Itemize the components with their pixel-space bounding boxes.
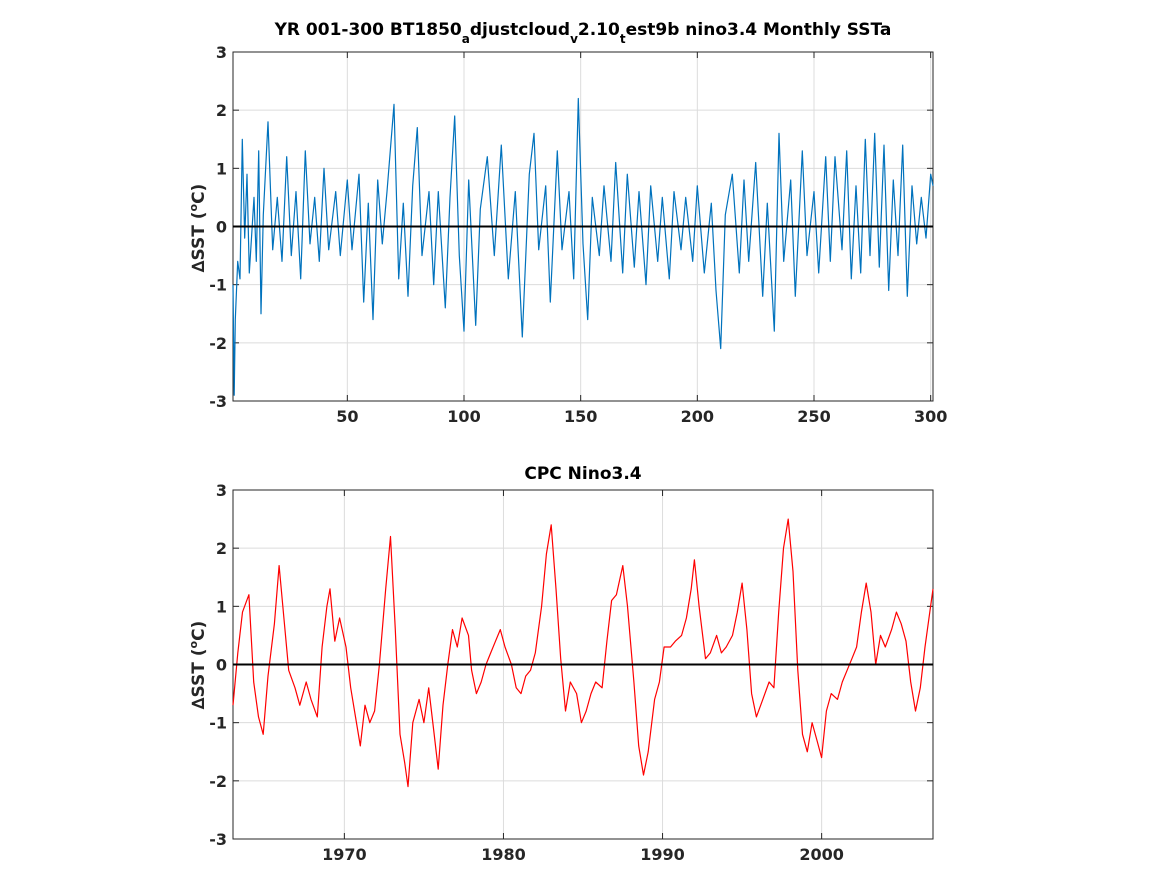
x-tick-label: 150: [564, 407, 597, 426]
chart-title: CPC Nino3.4: [524, 464, 641, 484]
y-axis-label: ∆SST (oC): [187, 621, 209, 710]
chart-panel-top: YR 001-300 BT1850adjustcloudv2.10test9b …: [187, 20, 947, 426]
plot-area: [232, 51, 934, 402]
chart-title: YR 001-300 BT1850adjustcloudv2.10test9b …: [274, 20, 892, 46]
series-line: [232, 518, 934, 788]
x-tick-label: 1990: [640, 845, 685, 864]
y-tick-label: 3: [216, 481, 227, 500]
x-tick-label: 200: [681, 407, 714, 426]
x-tick-label: 1980: [481, 845, 526, 864]
series-line: [232, 97, 934, 396]
y-tick-label: 3: [216, 43, 227, 62]
x-tick-label: 100: [447, 407, 480, 426]
y-tick-label: -3: [209, 830, 227, 849]
tick-labels: 1970 1980 1990 2000 -3 -2 -1 0 1 2 3: [209, 481, 844, 864]
x-tick-label: 300: [914, 407, 947, 426]
y-tick-label: 2: [216, 539, 227, 558]
y-tick-label: -2: [209, 772, 227, 791]
plot-area: [232, 489, 934, 840]
y-tick-label: -1: [209, 714, 227, 733]
y-tick-label: 0: [216, 218, 227, 237]
x-tick-label: 2000: [799, 845, 844, 864]
x-tick-label: 1970: [322, 845, 367, 864]
y-tick-label: -3: [209, 392, 227, 411]
y-tick-label: -2: [209, 334, 227, 353]
y-tick-label: 1: [216, 597, 227, 616]
chart-panel-bottom: CPC Nino3.4 ∆SST (oC) 1970 1980 1990 2000 -3…: [187, 464, 934, 864]
y-tick-label: -1: [209, 276, 227, 295]
x-tick-label: 250: [797, 407, 830, 426]
y-tick-label: 0: [216, 656, 227, 675]
y-axis-label: ∆SST (oC): [187, 184, 209, 273]
y-tick-label: 2: [216, 101, 227, 120]
x-tick-label: 50: [336, 407, 358, 426]
y-tick-label: 1: [216, 159, 227, 178]
tick-labels: 50 100 150 200 250 300 -3 -2 -1 0 1 2 3: [209, 43, 947, 426]
